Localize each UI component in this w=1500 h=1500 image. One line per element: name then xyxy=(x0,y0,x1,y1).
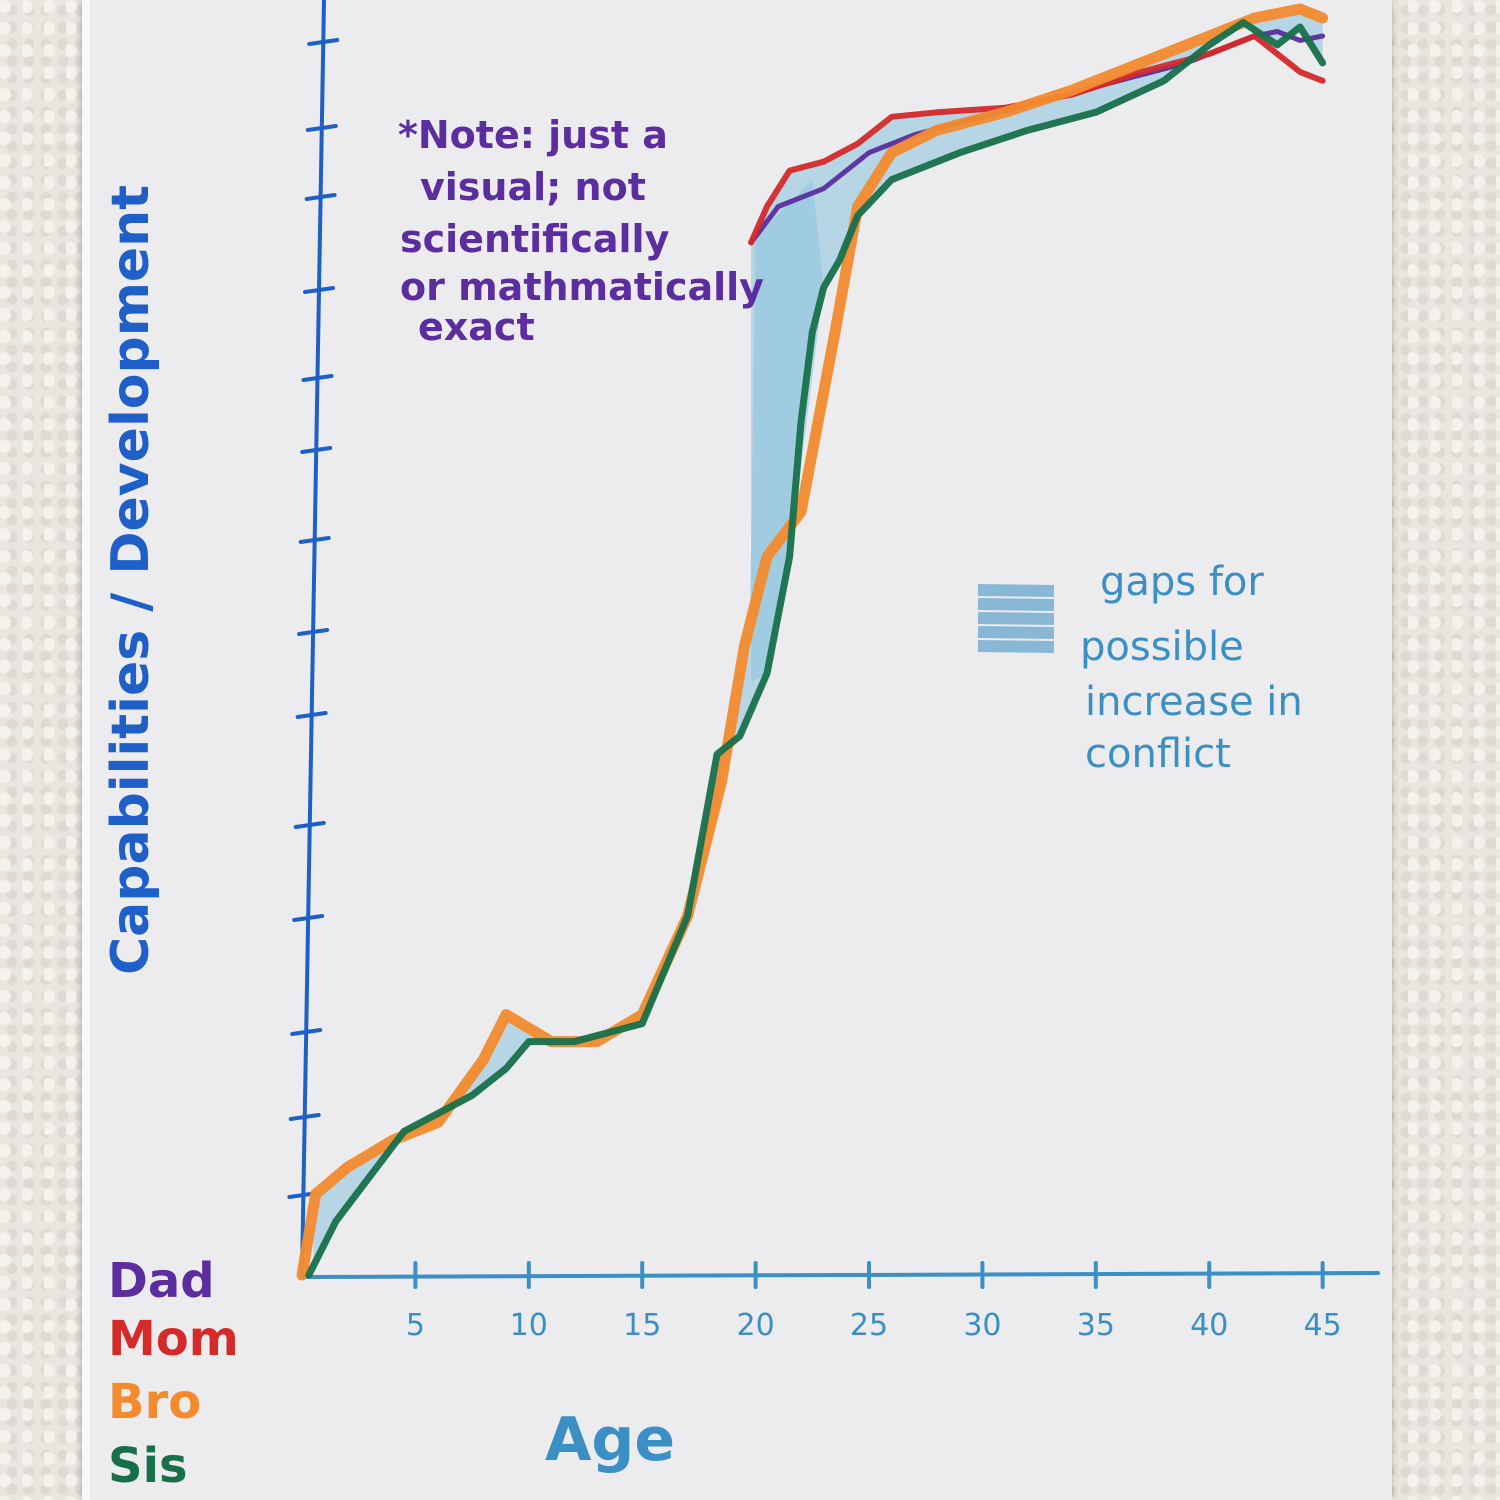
y-tick xyxy=(298,536,331,544)
note-line: or mathmatically xyxy=(400,265,764,309)
x-axis-ticks: 5 10 15 20 25 30 35 40 45 xyxy=(406,1261,1342,1343)
y-axis-line xyxy=(300,0,326,1277)
x-axis-label: Age xyxy=(545,1405,675,1475)
x-tick-label: 35 xyxy=(1077,1308,1115,1343)
gap-note-line: gaps for xyxy=(1100,559,1264,605)
x-tick-label: 40 xyxy=(1190,1308,1228,1343)
y-tick xyxy=(304,193,337,201)
y-tick xyxy=(300,446,333,454)
gap-note-line: increase in xyxy=(1085,679,1303,725)
legend-item-dad: Dad xyxy=(108,1253,215,1309)
swatch-stroke xyxy=(977,584,1055,597)
legend-item-bro: Bro xyxy=(108,1374,201,1430)
series-lines xyxy=(296,3,1329,1281)
y-tick xyxy=(288,1113,321,1121)
gap-note-line: possible xyxy=(1080,624,1244,670)
y-tick xyxy=(301,374,334,382)
y-tick xyxy=(302,286,335,294)
x-tick-label: 5 xyxy=(406,1308,425,1343)
x-tick-label: 15 xyxy=(623,1308,661,1343)
y-axis-ticks xyxy=(287,38,340,1199)
y-tick xyxy=(297,628,330,636)
x-tick-label: 30 xyxy=(963,1308,1001,1343)
note-line: *Note: just a xyxy=(398,113,668,157)
legend-item-sis: Sis xyxy=(108,1438,188,1494)
series-line-sis xyxy=(305,19,1327,1279)
paper-left-edge xyxy=(82,0,90,1500)
y-tick xyxy=(292,914,325,922)
note-line: scientifically xyxy=(400,217,670,261)
gap-annotation: gaps for possible increase in conflict xyxy=(977,559,1303,777)
y-tick xyxy=(290,1028,323,1036)
x-tick-label: 25 xyxy=(850,1308,888,1343)
legend-item-mom: Mom xyxy=(108,1311,239,1367)
x-tick-label: 10 xyxy=(510,1308,548,1343)
swatch-stroke xyxy=(977,598,1055,611)
x-tick-label: 20 xyxy=(737,1308,775,1343)
gap-legend-swatch xyxy=(977,584,1055,653)
x-tick-label: 45 xyxy=(1304,1308,1342,1343)
swatch-stroke xyxy=(977,640,1055,653)
note-line: visual; not xyxy=(420,165,646,209)
gap-note-line: conflict xyxy=(1085,731,1231,777)
y-tick xyxy=(295,711,328,719)
paper-sheet xyxy=(82,0,1392,1500)
swatch-stroke xyxy=(977,626,1055,639)
y-axis-label: Capabilities / Development xyxy=(101,185,161,975)
y-tick xyxy=(305,124,338,132)
axes xyxy=(300,0,1380,1279)
y-tick xyxy=(293,821,326,829)
note-line: exact xyxy=(418,305,535,349)
swatch-stroke xyxy=(977,612,1055,625)
note-annotation: *Note: just a visual; not scientificallyor… xyxy=(398,113,764,349)
y-tick xyxy=(307,38,340,46)
x-axis-line xyxy=(300,1271,1380,1279)
